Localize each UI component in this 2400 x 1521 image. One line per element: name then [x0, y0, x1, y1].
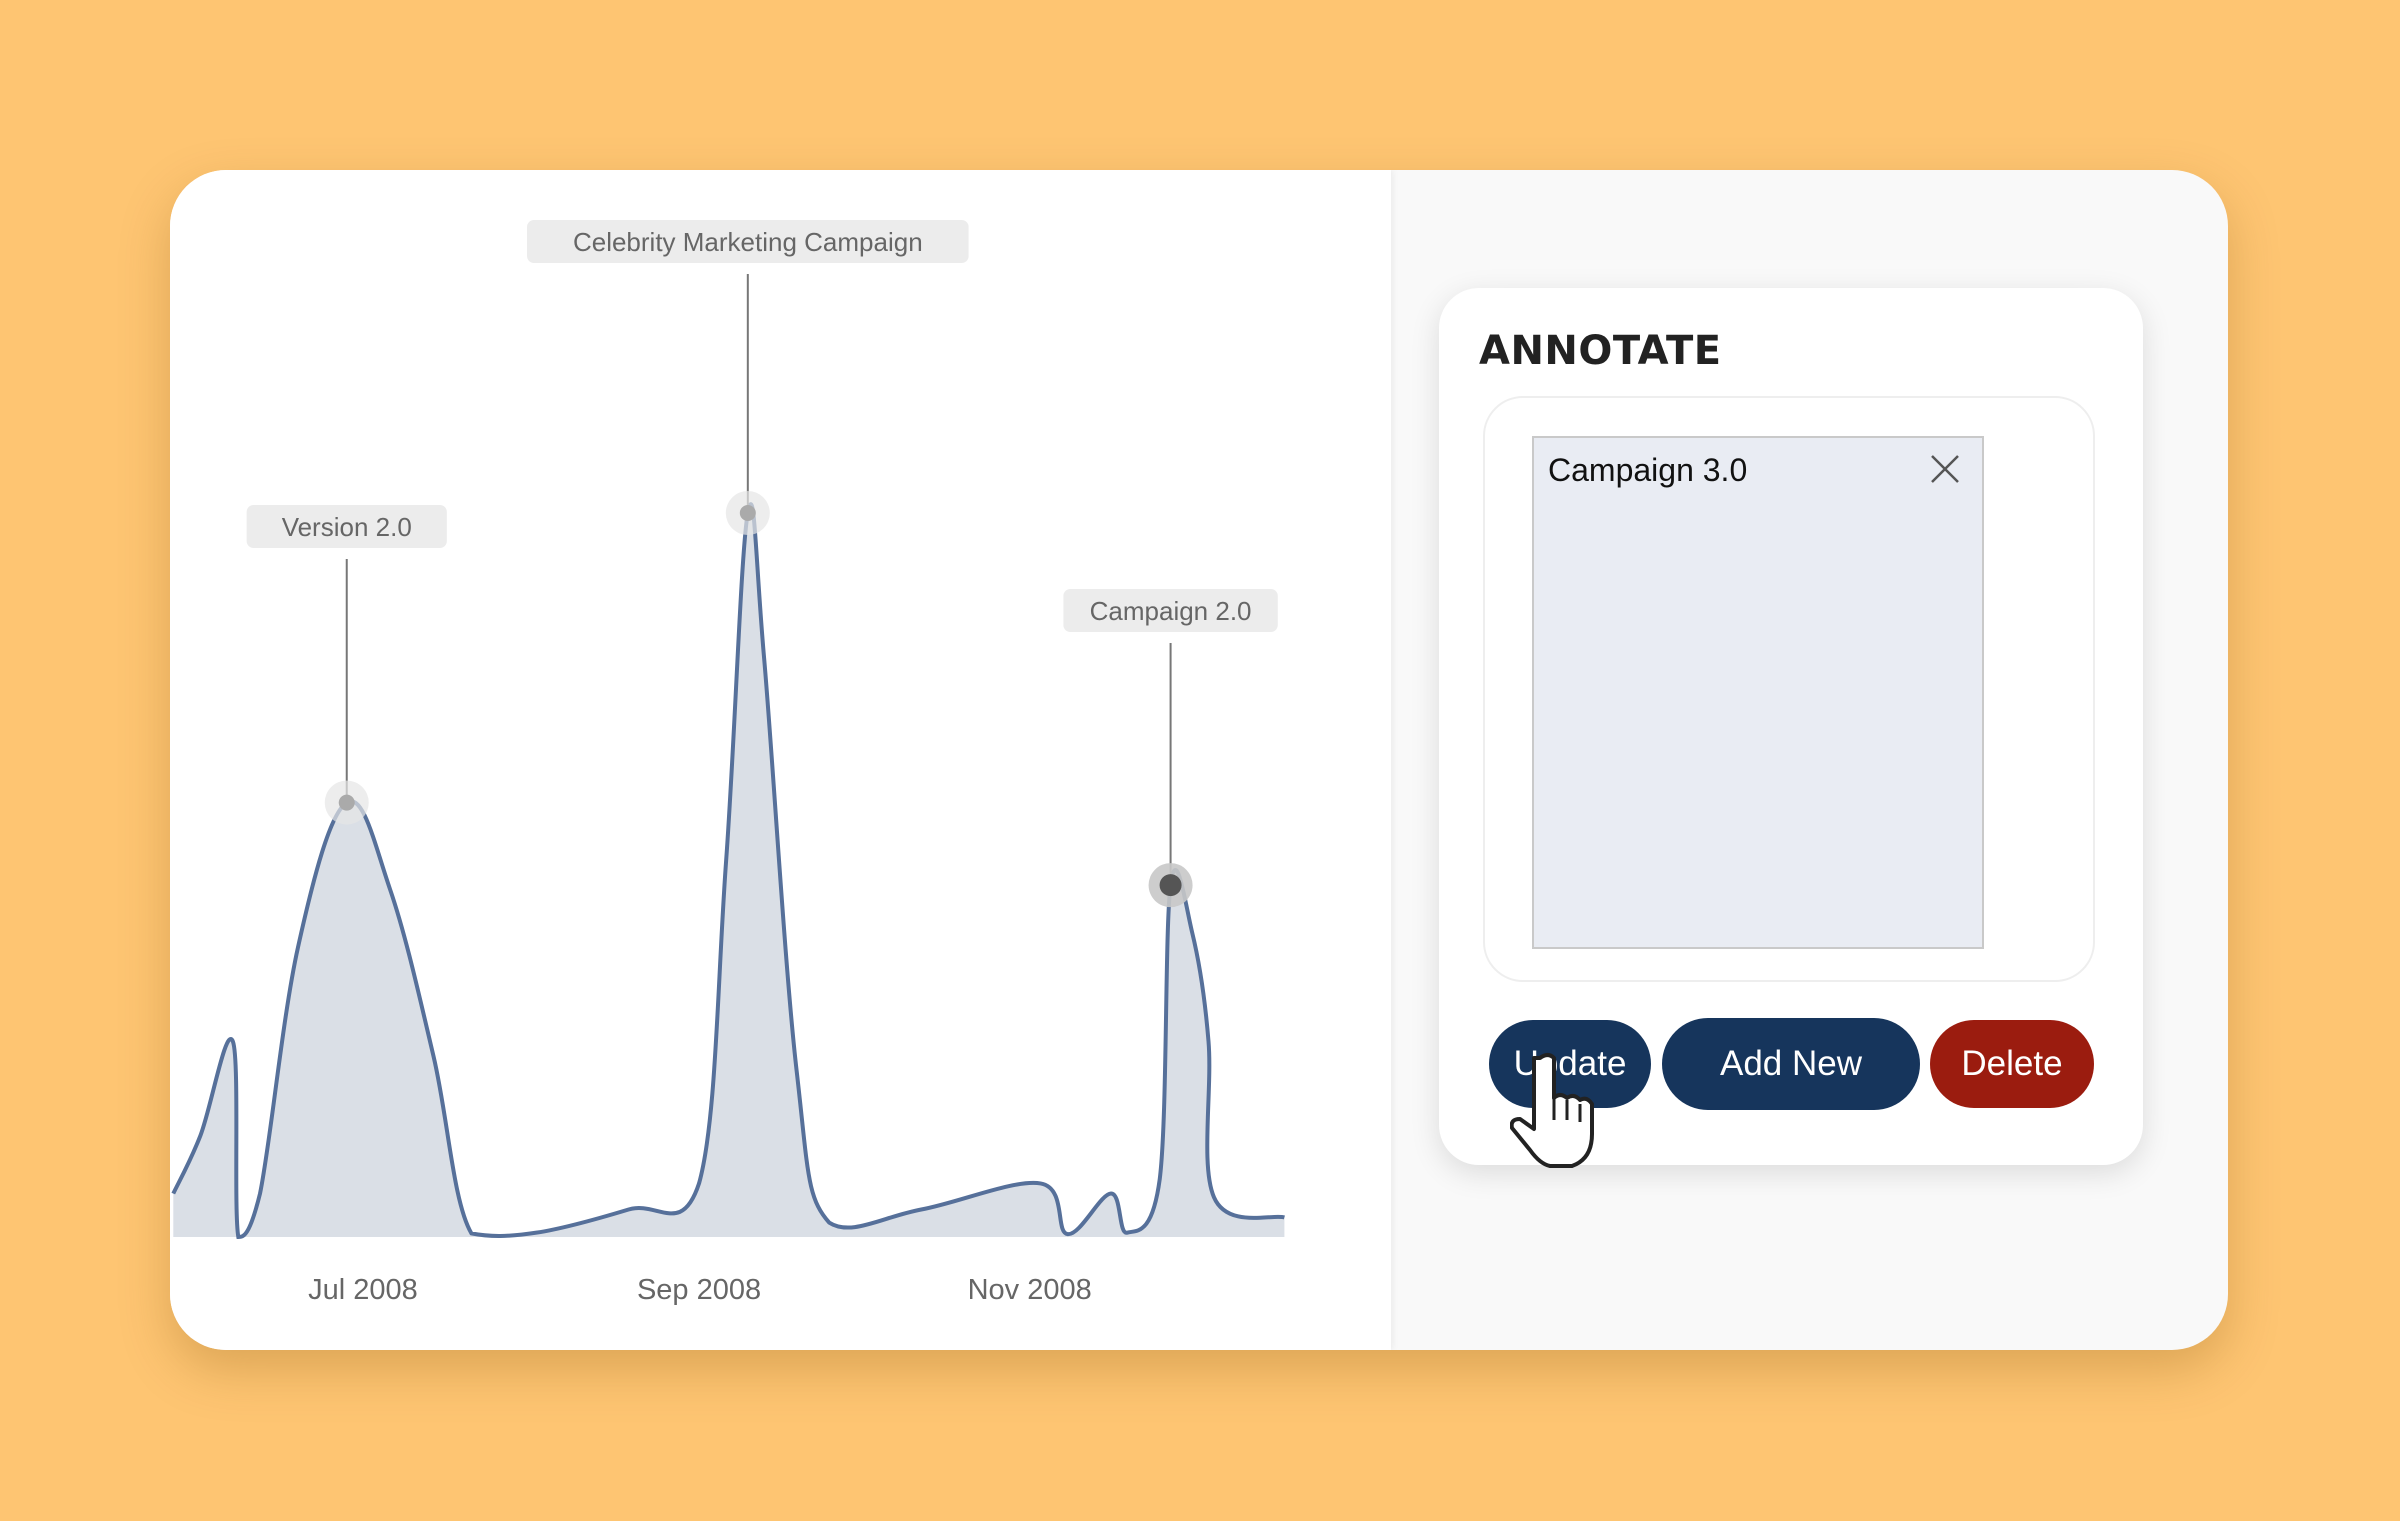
annotate-title: ANNOTATE	[1479, 328, 1722, 374]
series-line	[171, 502, 1285, 1240]
x-tick-label: Jul 2008	[308, 1274, 418, 1306]
hand-cursor-icon	[1510, 1053, 1594, 1168]
x-tick-label: Nov 2008	[968, 1274, 1092, 1306]
annotate-panel: ANNOTATE Campaign 3.0 Update Add New Del…	[1439, 288, 2143, 1165]
x-tick-label: Sep 2008	[637, 1274, 761, 1306]
annotation-marker	[1159, 874, 1182, 897]
timeline-chart: Jul 2008 Sep 2008 Nov 2008 Version 2.0 Celeb…	[171, 220, 1285, 1306]
area-fill	[173, 504, 1285, 1237]
annotation-label: Version 2.0	[282, 512, 412, 542]
add-new-button[interactable]: Add New	[1662, 1018, 1920, 1110]
annotation-marker	[739, 505, 756, 521]
close-icon[interactable]	[1928, 452, 1962, 486]
annotation-text-value: Campaign 3.0	[1548, 452, 1748, 488]
annotation-label-box[interactable]	[527, 220, 969, 263]
annotation-marker	[338, 794, 355, 811]
annotation-label-box[interactable]	[1063, 589, 1278, 632]
annotation-editor: Campaign 3.0	[1483, 396, 2095, 982]
delete-button[interactable]: Delete	[1930, 1020, 2094, 1108]
chart-panel: Jul 2008 Sep 2008 Nov 2008 Version 2.0 Celeb…	[170, 170, 1391, 1350]
annotation-label: Campaign 2.0	[1090, 596, 1252, 626]
annotation-label: Celebrity Marketing Campaign	[573, 227, 923, 257]
annotation-text-input[interactable]: Campaign 3.0	[1532, 436, 1984, 949]
annotation-label-box[interactable]	[246, 505, 447, 548]
